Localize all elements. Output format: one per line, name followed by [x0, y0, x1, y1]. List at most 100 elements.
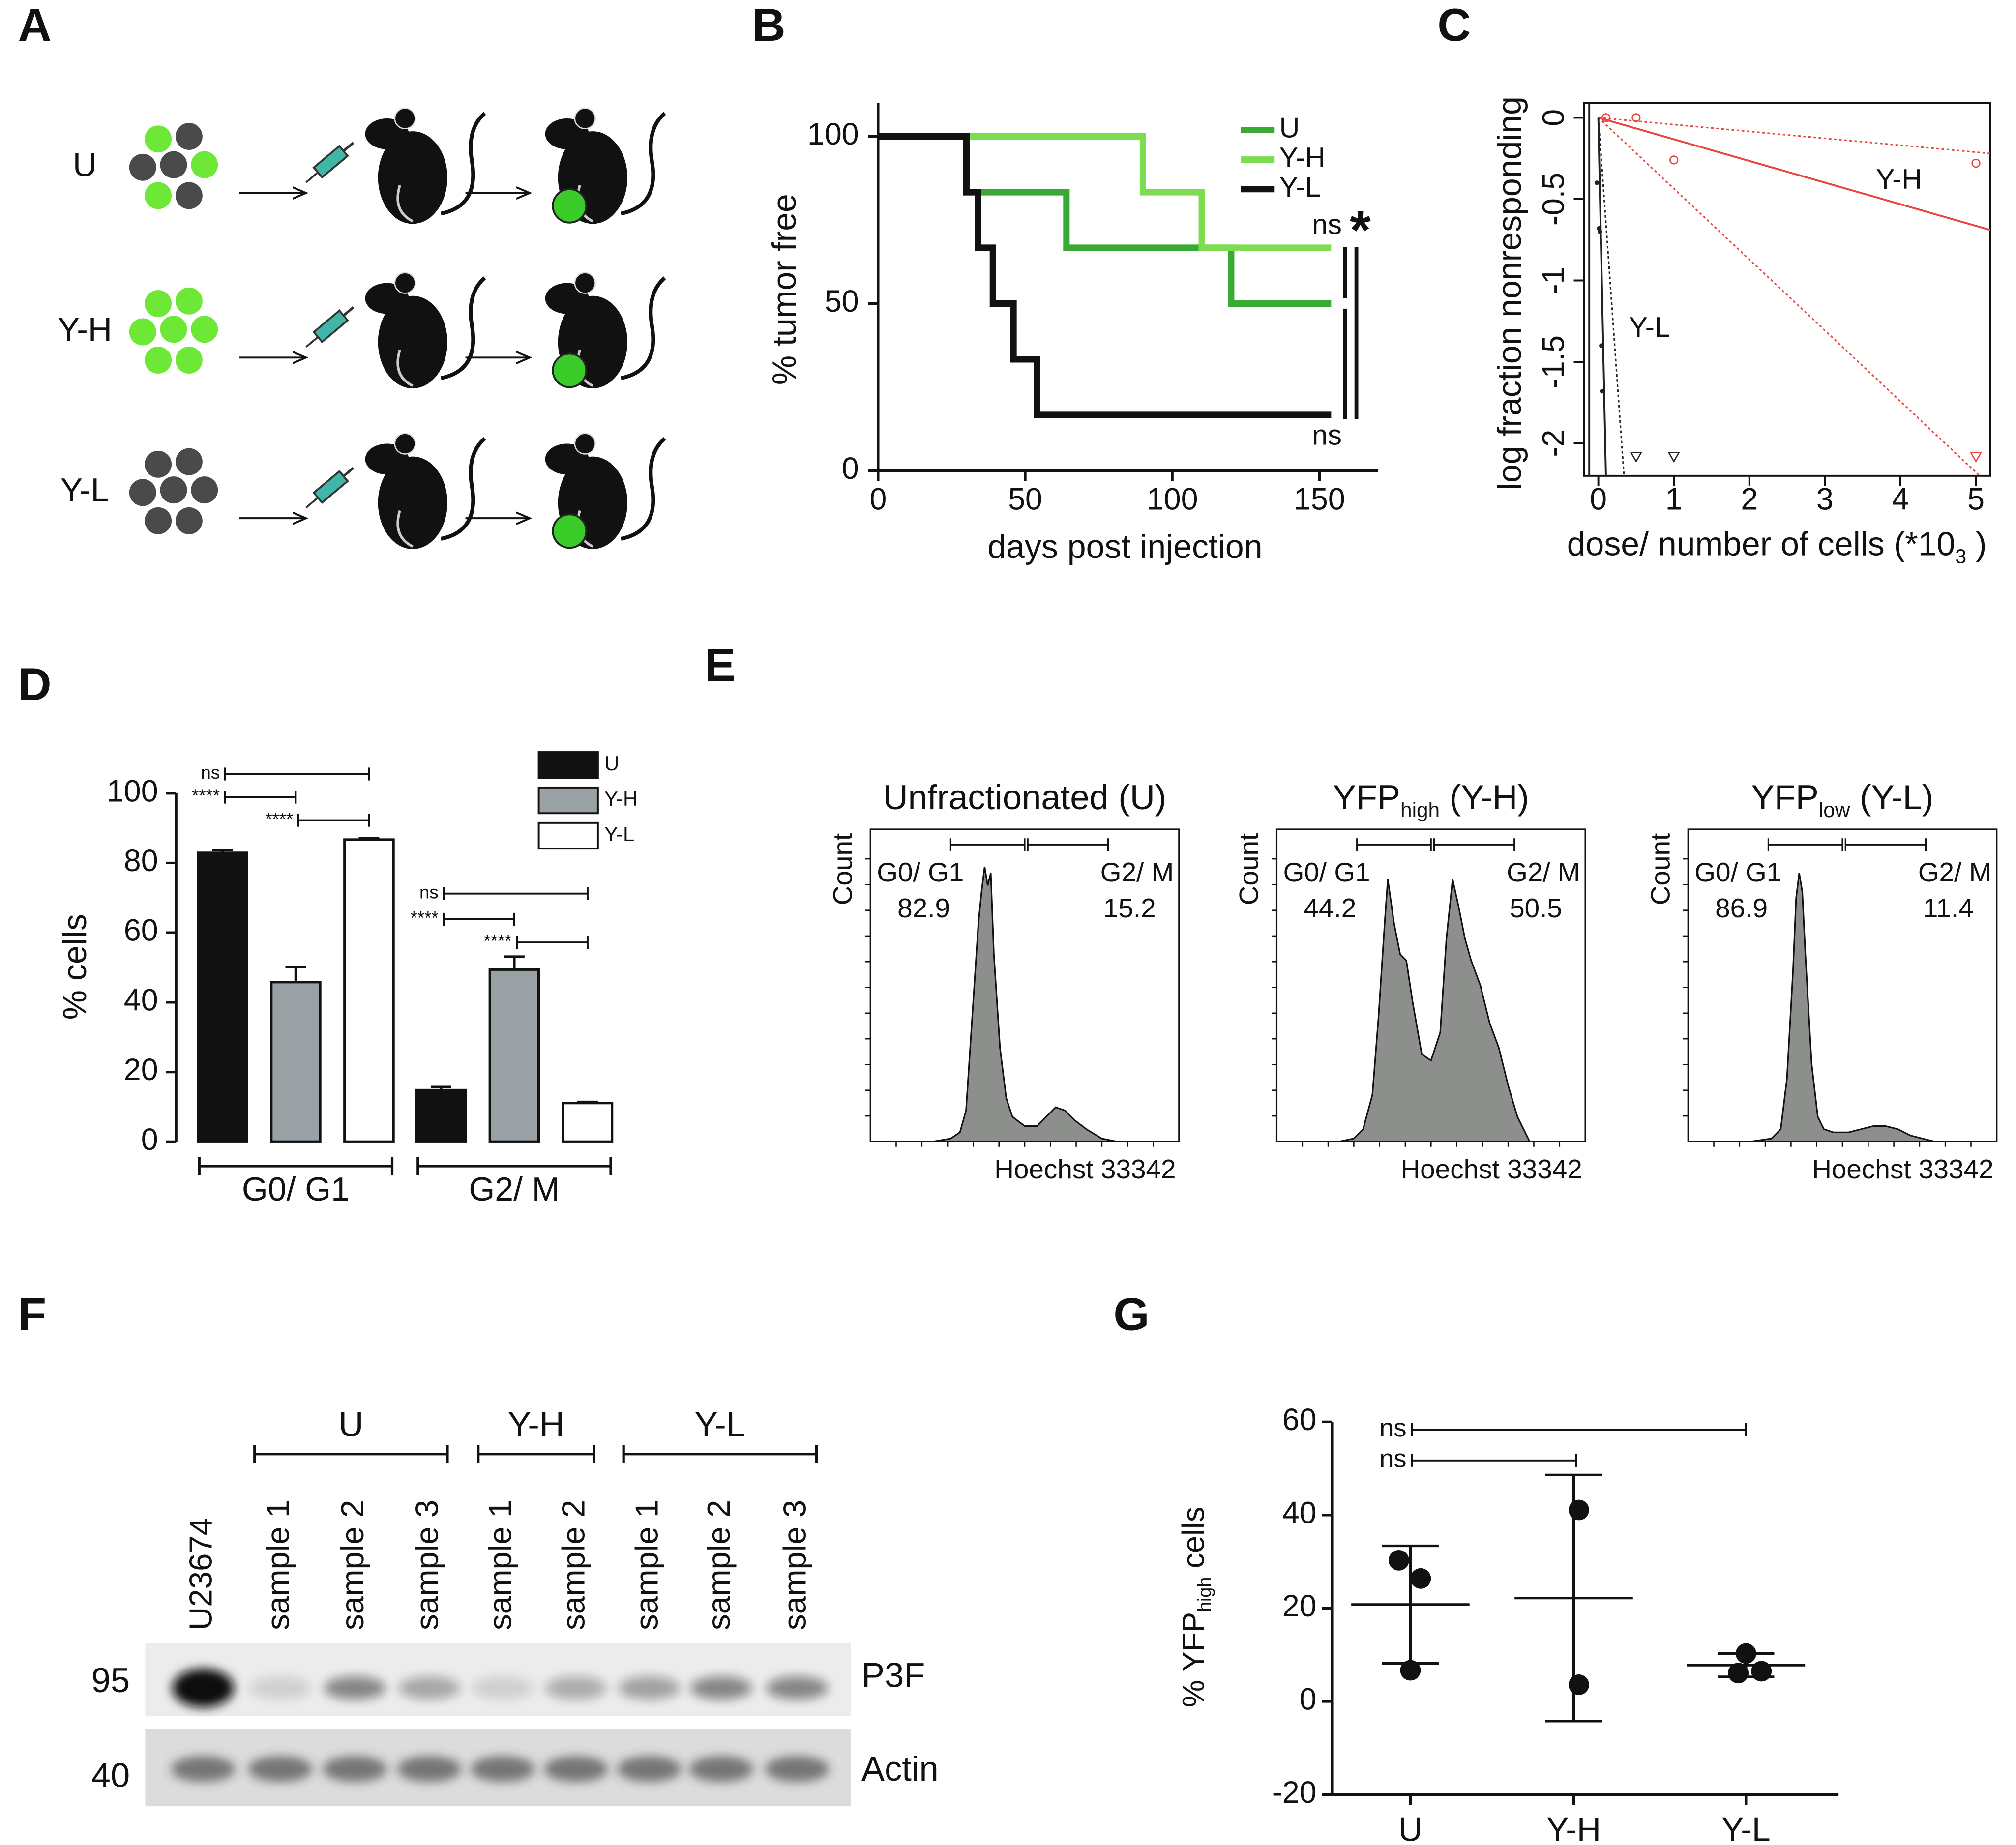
syringe-barrel [312, 469, 349, 504]
lane-label: sample 2 [556, 1500, 592, 1630]
group-label: Y-L [695, 1405, 745, 1443]
cell [129, 153, 156, 181]
cell [175, 448, 203, 475]
gate-label: G0/ G1 [1283, 857, 1370, 887]
survival-line [878, 133, 1332, 418]
cell [175, 287, 203, 315]
cell [160, 476, 187, 504]
histogram-title: YFPlow (Y-L) [1751, 777, 1934, 821]
y-axis-label: Count [1645, 833, 1675, 906]
significance-label: ns [1312, 420, 1342, 451]
mouse-ear [394, 433, 416, 455]
cell [145, 347, 172, 374]
y-tick-label: -0.5 [1536, 173, 1571, 226]
x-axis-label: dose/ number of cells (*103 ) [1567, 526, 1987, 568]
cell [145, 507, 172, 534]
band-label: Actin [861, 1749, 939, 1788]
group-label: U [338, 1405, 363, 1443]
cell [129, 318, 156, 346]
mouse-icon [365, 107, 486, 224]
syringe-needle [305, 172, 319, 183]
panel-label: B [752, 0, 786, 51]
cell [145, 290, 172, 317]
y-tick-label: 20 [1282, 1589, 1317, 1623]
x-tick-label: U [1398, 1811, 1423, 1845]
data-point [1728, 1663, 1749, 1684]
blot-band [689, 1756, 754, 1782]
x-axis-label: Hoechst 33342 [1400, 1154, 1582, 1184]
x-axis-label-part: dose/ number of cells (*10 [1567, 526, 1956, 563]
line-label: Y-L [1629, 312, 1670, 343]
histogram-title-part: low [1819, 798, 1850, 821]
marker-label: 95 [91, 1661, 130, 1699]
y-axis-label: % YFPhigh cells [1176, 1507, 1215, 1707]
data-point [1735, 1643, 1756, 1664]
mouse-tail [621, 112, 666, 216]
mouse-body [378, 295, 447, 389]
x-tick-label: 150 [1294, 482, 1345, 517]
y-tick-label: 100 [807, 117, 859, 151]
fit-line [1598, 117, 1991, 231]
mouse-tail [441, 112, 486, 216]
cell [175, 347, 203, 374]
mouse-ear [574, 107, 596, 130]
blot-band [397, 1756, 462, 1782]
histogram-title: YFPhigh (Y-H) [1333, 777, 1529, 821]
legend-label: Y-H [604, 787, 638, 810]
data-point [1600, 388, 1604, 394]
cell [175, 182, 203, 209]
row-label: U [73, 146, 97, 183]
legend-label: Y-L [1279, 172, 1321, 203]
survival-line [878, 133, 1332, 251]
x-tick-label: G0/ G1 [242, 1171, 350, 1208]
significance-label: * [1350, 200, 1371, 260]
bar [488, 968, 540, 1143]
legend-label: Y-H [1279, 142, 1326, 174]
legend-label: Y-L [604, 822, 634, 846]
tumor [552, 352, 588, 388]
gate-value: 50.5 [1510, 893, 1562, 923]
cell [145, 182, 172, 209]
x-tick-label: 0 [869, 482, 887, 517]
bar [415, 1088, 467, 1143]
histogram-area [870, 866, 1179, 1142]
y-tick-label: 0 [842, 451, 859, 486]
data-point [1631, 113, 1641, 122]
blot-band [765, 1756, 830, 1782]
x-axis-label: Hoechst 33342 [994, 1154, 1176, 1184]
cell [191, 151, 218, 178]
fit-line [1598, 117, 1625, 476]
blot-band [545, 1676, 607, 1700]
blot-band [398, 1676, 461, 1700]
cell [191, 476, 218, 504]
y-tick-label: -20 [1272, 1775, 1317, 1810]
blot-band [248, 1756, 313, 1782]
y-tick-label: -1.5 [1536, 335, 1571, 388]
y-tick-label: 100 [107, 774, 158, 808]
y-tick-label: -2 [1536, 430, 1571, 457]
tumor [552, 188, 588, 224]
gate-label: G2/ M [1507, 857, 1580, 887]
data-point [1969, 451, 1983, 463]
group-label: Y-H [508, 1405, 564, 1443]
histogram-title-part: (Y-L) [1850, 777, 1933, 816]
y-axis-label: % cells [56, 914, 93, 1020]
panel-label: C [1437, 0, 1471, 51]
mouse-tail [441, 276, 486, 380]
cell [145, 125, 172, 153]
row-label: Y-H [58, 311, 112, 348]
panel-label: D [18, 658, 52, 710]
syringe-icon [305, 306, 355, 348]
y-axis-label-part: cells [1176, 1507, 1211, 1577]
significance-label: **** [484, 931, 512, 951]
gate-value: 44.2 [1304, 893, 1356, 923]
y-axis-label: Count [1234, 833, 1264, 906]
syringe-barrel [312, 309, 349, 344]
cell [175, 507, 203, 534]
x-axis-label-part: ) [1966, 526, 1987, 563]
x-tick-label: G2/ M [469, 1171, 560, 1208]
histogram-title-part: YFP [1333, 777, 1400, 816]
y-tick-label: 40 [1282, 1495, 1317, 1530]
line-label: Y-H [1876, 164, 1922, 195]
syringe-plunger [342, 467, 355, 477]
